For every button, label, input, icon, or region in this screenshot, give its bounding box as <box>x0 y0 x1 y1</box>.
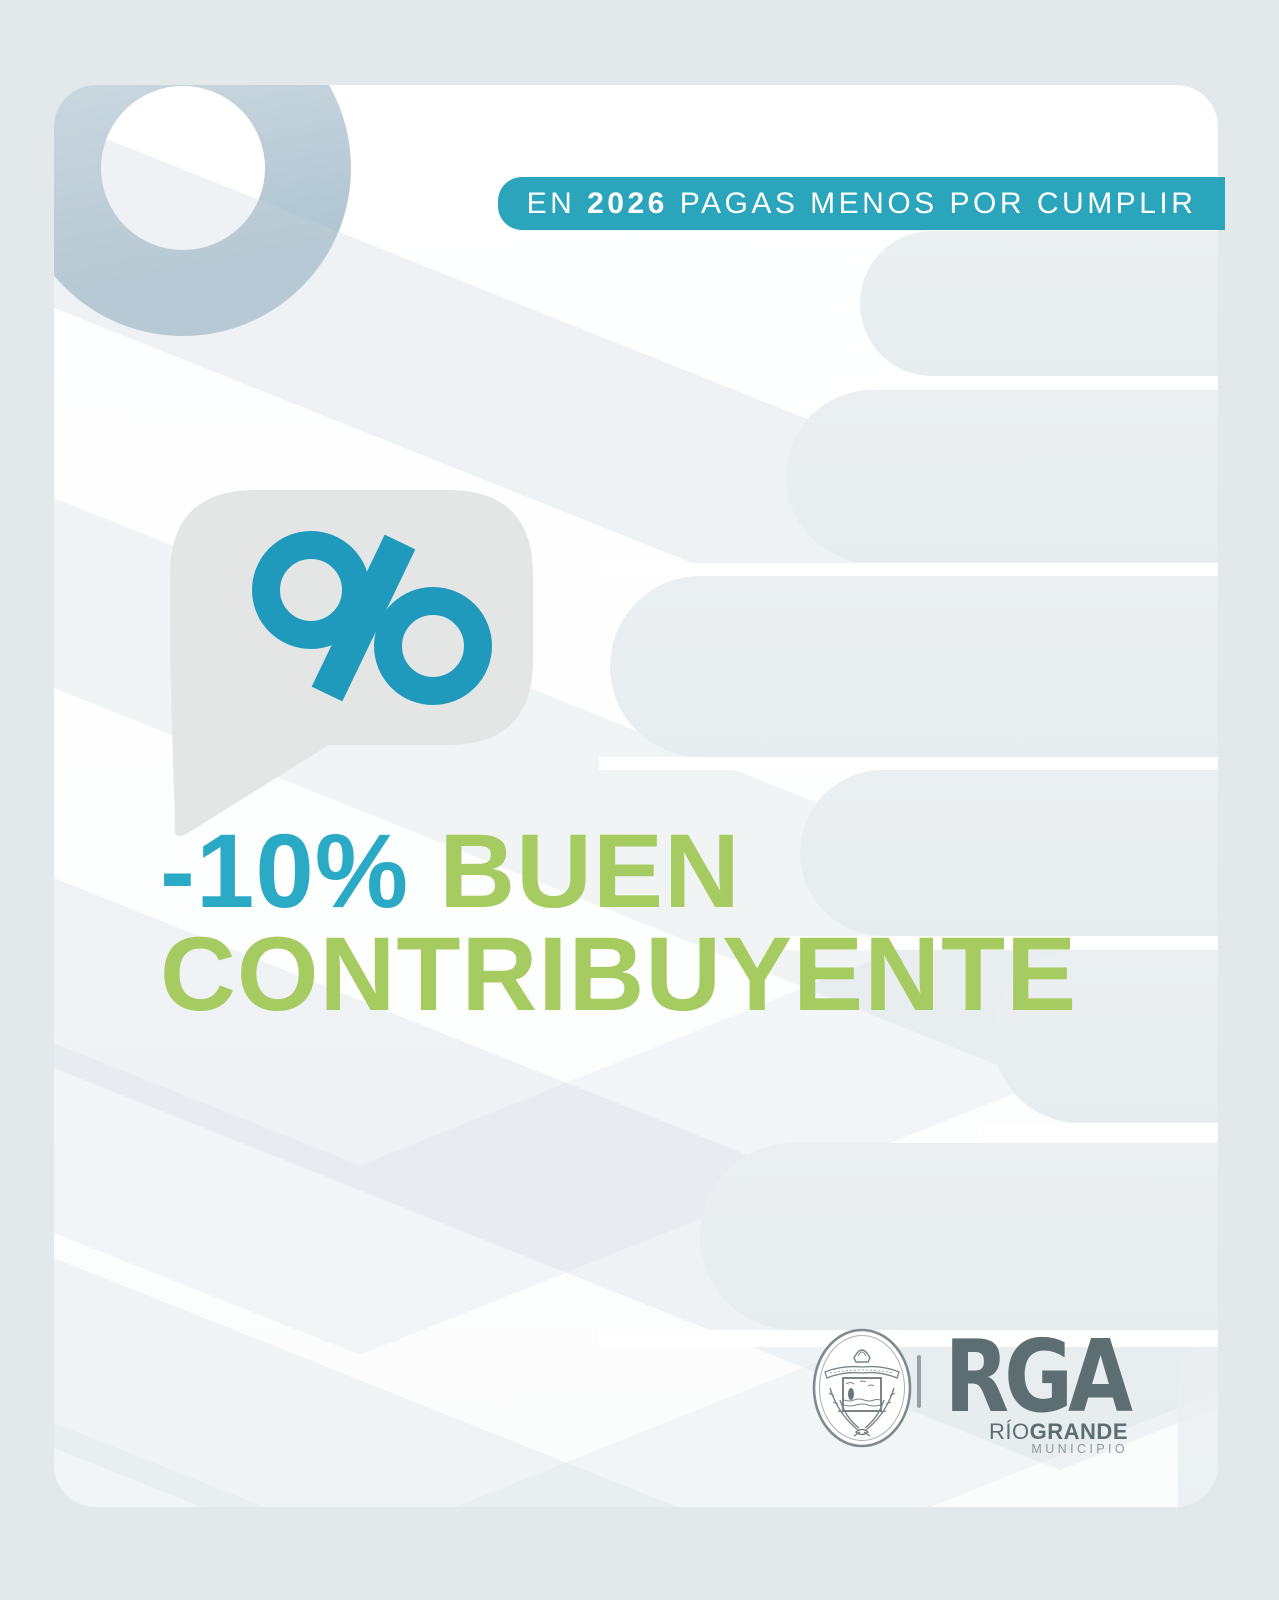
banner-text-prefix: EN <box>526 186 588 220</box>
pill-decoration <box>800 770 1218 936</box>
banner-text-suffix: PAGAS MENOS POR CUMPLIR <box>667 186 1197 220</box>
top-banner: EN 2026 PAGAS MENOS POR CUMPLIR <box>498 177 1225 230</box>
headline-word2: CONTRIBUYENTE <box>160 916 1078 1033</box>
logo-subtitle: MUNICIPIO <box>1031 1442 1128 1456</box>
pill-gap <box>599 757 1218 770</box>
headline: -10% BUEN CONTRIBUYENTE <box>160 819 1160 1033</box>
pill-gap <box>784 936 1218 950</box>
pill-decoration <box>1178 1347 1218 1507</box>
pill-decoration <box>993 950 1218 1123</box>
percent-symbol <box>252 531 492 705</box>
banner-text-year: 2026 <box>587 186 668 220</box>
percent-symbol-text: % <box>0 0 1 1</box>
pill-gap <box>599 563 1218 576</box>
pill-decoration <box>700 1143 1218 1330</box>
headline-discount: -10% <box>160 813 440 930</box>
ring-decoration <box>54 85 351 336</box>
logo-city-bold: GRANDE <box>1029 1419 1128 1444</box>
pill-decoration <box>860 231 1218 376</box>
pill-gap <box>844 376 1218 390</box>
pill-gap <box>979 1123 1218 1143</box>
pill-decoration <box>610 576 1218 757</box>
speech-bubble <box>170 490 533 836</box>
logo-acronym: RGA <box>944 1318 1133 1435</box>
pill-decoration <box>786 390 1218 563</box>
pill-gap <box>599 1330 1218 1347</box>
logo-city-light: RÍO <box>989 1419 1030 1444</box>
headline-line-1: -10% BUEN <box>160 819 1160 924</box>
logo-divider <box>917 1355 921 1408</box>
logo-city-name: RÍOGRANDE <box>828 1421 1128 1443</box>
municipal-crest-icon <box>812 1328 912 1448</box>
headline-word1: BUEN <box>439 813 741 930</box>
